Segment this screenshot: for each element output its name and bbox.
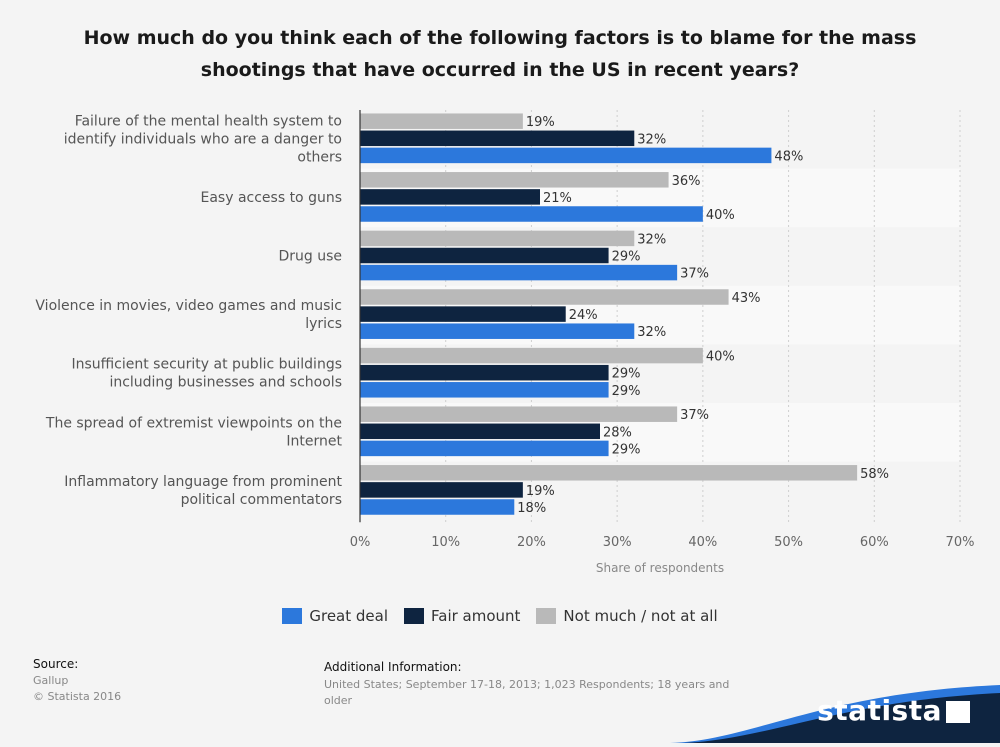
data-label: 21% bbox=[543, 191, 572, 206]
x-axis-label: Share of respondents bbox=[596, 561, 724, 575]
info-text: United States; September 17-18, 2013; 1,… bbox=[324, 677, 729, 709]
data-label: 32% bbox=[637, 232, 666, 247]
data-label: 19% bbox=[526, 115, 555, 130]
source-line: © Statista 2016 bbox=[33, 690, 122, 703]
brand-logo-icon bbox=[946, 701, 970, 723]
legend-swatch bbox=[536, 608, 557, 624]
info-line: United States; September 17-18, 2013; 1,… bbox=[324, 678, 730, 691]
bar bbox=[360, 440, 609, 457]
legend-label: Great deal bbox=[309, 607, 388, 625]
bar bbox=[360, 113, 523, 129]
data-label: 19% bbox=[526, 484, 555, 499]
bar bbox=[360, 264, 678, 281]
bar bbox=[360, 147, 772, 164]
legend-item: Fair amount bbox=[404, 607, 520, 625]
brand-wave bbox=[670, 685, 1000, 743]
bar bbox=[360, 347, 703, 364]
bar-chart: 19% 32% 48% 36% 21% 40% 32% 29% 37% 43% 24% 32% 40% 2… bbox=[35, 110, 975, 575]
data-label: 37% bbox=[680, 408, 709, 423]
data-label: 40% bbox=[706, 208, 735, 223]
bar bbox=[360, 465, 858, 481]
info-label: Additional Information: bbox=[324, 660, 462, 674]
data-label: 29% bbox=[612, 442, 641, 457]
brand-banner: statista bbox=[670, 683, 1000, 743]
category-label: including businesses and schools bbox=[109, 375, 342, 391]
data-label: 37% bbox=[680, 267, 709, 282]
source-line: Gallup bbox=[33, 674, 69, 687]
category-label: Failure of the mental health system to bbox=[75, 113, 342, 129]
legend-item: Not much / not at all bbox=[536, 607, 718, 625]
x-tick-label: 10% bbox=[431, 535, 460, 550]
bar bbox=[360, 172, 669, 188]
data-label: 58% bbox=[860, 467, 889, 482]
bar bbox=[360, 406, 678, 422]
legend-label: Not much / not at all bbox=[563, 607, 718, 625]
data-label: 36% bbox=[672, 174, 701, 189]
bar bbox=[360, 482, 523, 498]
data-label: 40% bbox=[706, 350, 735, 365]
bar bbox=[360, 364, 609, 381]
data-label: 29% bbox=[612, 384, 641, 399]
x-tick-label: 40% bbox=[688, 535, 717, 550]
category-label: identify individuals who are a danger to bbox=[64, 131, 342, 147]
bar bbox=[360, 499, 515, 515]
data-label: 48% bbox=[774, 149, 803, 164]
category-label: others bbox=[297, 149, 342, 165]
data-label: 18% bbox=[517, 501, 546, 516]
bar bbox=[360, 306, 566, 322]
bars: 19% 32% 48% 36% 21% 40% 32% 29% 37% 43% 24% 32% 40% 2… bbox=[360, 113, 889, 516]
source-text: Gallup © Statista 2016 bbox=[33, 673, 121, 705]
category-label: Insufficient security at public building… bbox=[71, 357, 342, 373]
bar bbox=[360, 206, 703, 222]
category-label: Drug use bbox=[278, 249, 342, 265]
data-label: 43% bbox=[732, 291, 761, 306]
category-label: Violence in movies, video games and musi… bbox=[35, 298, 342, 314]
data-label: 29% bbox=[612, 367, 641, 382]
legend: Great deal Fair amount Not much / not at a… bbox=[0, 607, 1000, 625]
x-tick-label: 60% bbox=[860, 535, 889, 550]
data-label: 29% bbox=[612, 250, 641, 265]
data-label: 32% bbox=[637, 132, 666, 147]
x-tick-labels: 0% 10% 20% 30% 40% 50% 60% 70% bbox=[350, 535, 975, 550]
bar bbox=[360, 247, 609, 264]
bar bbox=[360, 323, 635, 339]
category-label: The spread of extremist viewpoints on th… bbox=[45, 415, 342, 431]
data-label: 32% bbox=[637, 325, 666, 340]
category-label: Inflammatory language from prominent bbox=[64, 474, 342, 490]
bar bbox=[360, 189, 540, 205]
category-label: Internet bbox=[286, 433, 342, 449]
category-labels: Failure of the mental health system to id… bbox=[35, 113, 342, 508]
data-label: 24% bbox=[569, 308, 598, 323]
chart-title: How much do you think each of the follow… bbox=[83, 27, 917, 81]
data-label: 28% bbox=[603, 425, 632, 440]
brand-logo-text: statista bbox=[817, 694, 942, 727]
category-label: Easy access to guns bbox=[200, 190, 342, 206]
bar bbox=[360, 423, 600, 440]
legend-item: Great deal bbox=[282, 607, 388, 625]
source-label: Source: bbox=[33, 657, 79, 671]
legend-swatch bbox=[282, 608, 303, 624]
bar bbox=[360, 289, 729, 305]
x-tick-label: 0% bbox=[350, 535, 371, 550]
legend-label: Fair amount bbox=[431, 607, 521, 625]
x-tick-label: 70% bbox=[946, 535, 975, 550]
x-tick-label: 20% bbox=[517, 535, 546, 550]
x-tick-label: 30% bbox=[603, 535, 632, 550]
x-tick-label: 50% bbox=[774, 535, 803, 550]
category-label: lyrics bbox=[305, 316, 342, 332]
bar bbox=[360, 230, 635, 247]
category-label: political commentators bbox=[181, 492, 342, 508]
bar bbox=[360, 382, 609, 398]
legend-swatch bbox=[404, 608, 424, 624]
bar bbox=[360, 130, 635, 147]
info-line: older bbox=[324, 694, 353, 707]
